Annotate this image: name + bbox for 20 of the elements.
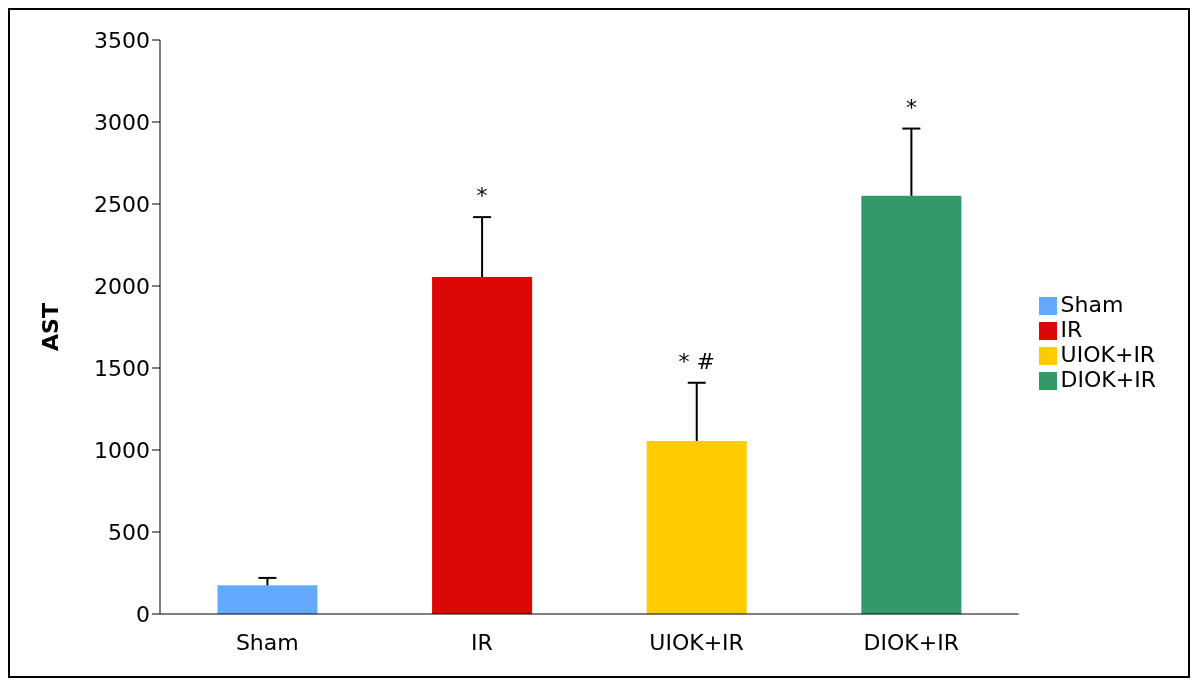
x-tick-label: UIOK+IR bbox=[649, 629, 744, 655]
y-tick-label: 1000 bbox=[94, 437, 150, 463]
y-tick-label: 3500 bbox=[94, 27, 150, 53]
y-tick-label: 2000 bbox=[94, 273, 150, 299]
y-tick-label: 3000 bbox=[94, 109, 150, 135]
annotation: * bbox=[476, 183, 488, 209]
annotation: * # bbox=[678, 348, 715, 374]
legend-label: Sham bbox=[1060, 292, 1124, 317]
legend-label: IR bbox=[1060, 317, 1083, 342]
annotation: * bbox=[905, 94, 917, 120]
y-tick-label: 2500 bbox=[94, 191, 150, 217]
x-tick-label: DIOK+IR bbox=[863, 629, 959, 655]
legend-label: UIOK+IR bbox=[1060, 342, 1156, 367]
y-tick-label: 1500 bbox=[94, 355, 150, 381]
y-axis-title: AST bbox=[37, 303, 63, 351]
x-tick-label: IR bbox=[471, 629, 493, 655]
legend-label: DIOK+IR bbox=[1060, 367, 1156, 392]
y-tick-label: 500 bbox=[108, 519, 150, 545]
x-tick-label: Sham bbox=[235, 629, 299, 655]
y-tick-label: 0 bbox=[136, 601, 150, 627]
